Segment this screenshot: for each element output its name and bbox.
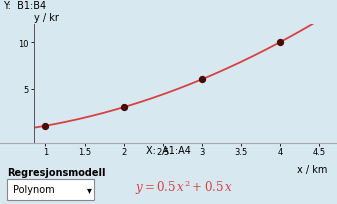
Point	[121, 106, 126, 109]
Point	[199, 78, 205, 82]
Text: $y = 0.5\,x^2 + 0.5\,x$: $y = 0.5\,x^2 + 0.5\,x$	[135, 177, 233, 196]
Text: Y:  B1:B4: Y: B1:B4	[3, 1, 47, 11]
Text: Polynom: Polynom	[13, 184, 55, 194]
Text: y / kr: y / kr	[34, 13, 59, 23]
Point	[277, 41, 283, 45]
Text: X:  A1:A4: X: A1:A4	[146, 145, 191, 155]
Text: Regresjonsmodell: Regresjonsmodell	[7, 167, 105, 177]
Point	[43, 124, 48, 128]
Text: ▾: ▾	[87, 184, 92, 194]
Text: x / km: x / km	[297, 164, 327, 174]
